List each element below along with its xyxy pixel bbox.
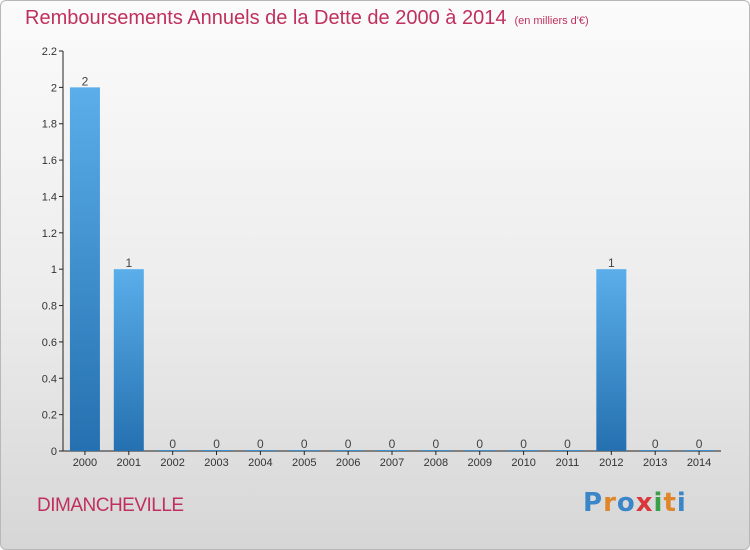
bar-2002 — [157, 450, 188, 451]
bar-2001 — [113, 269, 144, 451]
x-tick-label: 2010 — [511, 457, 535, 469]
x-tick-label: 2011 — [556, 457, 580, 469]
x-tick-label: 2007 — [380, 457, 404, 469]
bar-value-label: 1 — [608, 256, 615, 270]
bar-value-label: 0 — [213, 437, 220, 451]
bar-2010 — [508, 450, 539, 451]
bar-2013 — [640, 450, 671, 451]
bar-2000 — [69, 87, 100, 451]
bar-value-label: 0 — [169, 437, 176, 451]
bar-2011 — [552, 450, 583, 451]
x-tick-label: 2001 — [117, 457, 141, 469]
y-tick-label: 1.6 — [42, 155, 57, 167]
bar-2006 — [333, 450, 364, 451]
bar-value-label: 0 — [520, 437, 527, 451]
y-axis: 0 0.2 0.4 0.6 0.8 1 1.2 1.4 1.6 1.8 2 2.2 — [42, 46, 64, 458]
y-tick-label: 1.4 — [42, 191, 57, 203]
x-tick-label: 2012 — [599, 457, 623, 469]
bar-2003 — [201, 450, 232, 451]
y-tick-label: 0.8 — [42, 301, 57, 313]
logo-letter: x — [635, 488, 654, 518]
bar-value-label: 2 — [82, 74, 89, 88]
bar-value-label: 1 — [125, 256, 132, 270]
chart-unit: (en milliers d'€) — [514, 15, 589, 27]
x-tick-label: 2003 — [204, 457, 228, 469]
x-tick-label: 2002 — [160, 457, 184, 469]
logo-letter: t — [663, 488, 677, 518]
bar-value-label: 0 — [476, 437, 483, 451]
x-tick-label: 2008 — [424, 457, 448, 469]
bar-2005 — [289, 450, 320, 451]
proxiti-logo: Proxiti — [583, 488, 687, 518]
bar-value-label: 0 — [389, 437, 396, 451]
y-tick-label: 0 — [51, 446, 57, 458]
logo-letter: o — [616, 488, 636, 518]
y-tick-label: 2.2 — [42, 46, 57, 58]
commune-name: DIMANCHEVILLE — [37, 495, 184, 516]
y-tick-label: 2 — [51, 82, 57, 94]
y-tick-label: 1 — [51, 264, 57, 276]
x-tick-label: 2005 — [292, 457, 316, 469]
bar-value-label: 0 — [564, 437, 571, 451]
chart-title-text: Remboursements Annuels de la Dette de 20… — [25, 7, 507, 29]
x-axis: 2000 2001 2002 2003 2004 2005 2006 2007 2008 2009… — [63, 450, 721, 469]
bars-group: 2 1 0 0 0 0 0 0 0 0 0 0 1 0 0 — [69, 74, 715, 451]
bar-2014 — [684, 450, 715, 451]
x-tick-label: 2014 — [687, 457, 711, 469]
bar-value-label: 0 — [652, 437, 659, 451]
bar-value-label: 0 — [345, 437, 352, 451]
y-tick-label: 0.4 — [42, 373, 57, 385]
x-tick-label: 2006 — [336, 457, 360, 469]
bar-value-label: 0 — [257, 437, 264, 451]
x-tick-label: 2000 — [73, 457, 97, 469]
bar-2009 — [464, 450, 495, 451]
logo-letter: r — [603, 488, 617, 518]
logo-letter: i — [653, 488, 664, 518]
logo-letter: i — [676, 488, 687, 518]
bar-value-label: 0 — [301, 437, 308, 451]
bar-2007 — [377, 450, 407, 451]
bar-value-label: 0 — [696, 437, 703, 451]
bar-2004 — [245, 450, 276, 451]
y-tick-label: 0.2 — [42, 410, 57, 422]
y-tick-label: 1.2 — [42, 228, 57, 240]
bar-2008 — [420, 450, 451, 451]
y-tick-label: 0.6 — [42, 337, 57, 349]
y-tick-label: 1.8 — [42, 119, 57, 131]
logo-letter: P — [583, 488, 604, 518]
x-tick-label: 2013 — [643, 457, 667, 469]
x-tick-label: 2009 — [467, 457, 491, 469]
chart-title: Remboursements Annuels de la Dette de 20… — [25, 7, 589, 30]
bar-value-label: 0 — [433, 437, 440, 451]
bar-2012 — [596, 269, 627, 451]
x-tick-label: 2004 — [248, 457, 272, 469]
